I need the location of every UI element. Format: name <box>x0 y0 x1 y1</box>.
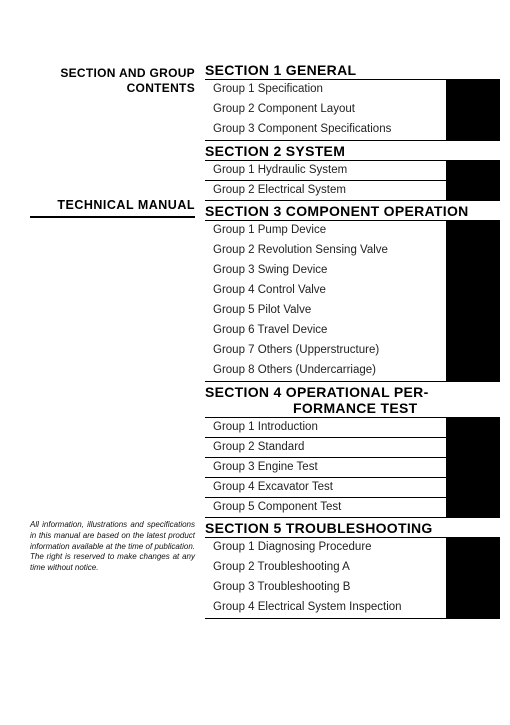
technical-manual-text: TECHNICAL MANUAL <box>57 198 195 212</box>
toc-cell: Group 3 Troubleshooting B <box>205 578 447 598</box>
toc-tab <box>447 161 500 181</box>
section-title: SECTION 5 TROUBLESHOOTING <box>205 518 500 537</box>
toc-cell: Group 3 Swing Device <box>205 261 447 281</box>
toc: SECTION 1 GENERAL Group 1 Specification … <box>205 60 500 619</box>
toc-row: Group 1 Pump Device <box>205 220 500 242</box>
toc-cell: Group 3 Component Specifications <box>205 120 447 140</box>
toc-row: Group 1 Introduction <box>205 417 500 439</box>
toc-row: Group 2 Troubleshooting A <box>205 557 500 579</box>
toc-tab <box>447 241 500 261</box>
toc-row: Group 4 Excavator Test <box>205 477 500 499</box>
toc-tab <box>447 418 500 438</box>
toc-cell: Group 8 Others (Undercarriage) <box>205 361 447 381</box>
toc-row: Group 8 Others (Undercarriage) <box>205 360 500 382</box>
toc-row: Group 2 Electrical System <box>205 180 500 202</box>
toc-row: Group 3 Component Specifications <box>205 119 500 141</box>
section-title: SECTION 3 COMPONENT OPERATION <box>205 201 500 220</box>
toc-tab <box>447 538 500 558</box>
toc-cell: Group 2 Revolution Sensing Valve <box>205 241 447 261</box>
toc-row: Group 1 Hydraulic System <box>205 160 500 182</box>
section-group-heading: SECTION AND GROUP CONTENTS <box>30 66 195 96</box>
toc-row: Group 2 Standard <box>205 437 500 459</box>
toc-cell: Group 2 Electrical System <box>205 181 447 201</box>
toc-tab <box>447 80 500 100</box>
toc-cell: Group 2 Component Layout <box>205 100 447 120</box>
toc-row: Group 3 Engine Test <box>205 457 500 479</box>
toc-tab <box>447 478 500 498</box>
toc-tab <box>447 458 500 478</box>
toc-row: Group 4 Electrical System Inspection <box>205 597 500 619</box>
toc-cell: Group 6 Travel Device <box>205 321 447 341</box>
toc-row: Group 5 Component Test <box>205 497 500 519</box>
toc-cell: Group 7 Others (Upperstructure) <box>205 341 447 361</box>
section-groups: Group 1 Diagnosing Procedure Group 2 Tro… <box>205 537 500 619</box>
technical-manual-heading: TECHNICAL MANUAL <box>30 198 195 218</box>
toc-row: Group 3 Troubleshooting B <box>205 577 500 599</box>
toc-row: Group 1 Specification <box>205 79 500 101</box>
page: SECTION AND GROUP CONTENTS TECHNICAL MAN… <box>0 0 510 725</box>
toc-tab <box>447 281 500 301</box>
toc-tab <box>447 100 500 120</box>
toc-tab <box>447 261 500 281</box>
toc-tab <box>447 558 500 578</box>
toc-cell: Group 1 Diagnosing Procedure <box>205 538 447 558</box>
toc-cell: Group 3 Engine Test <box>205 458 447 478</box>
toc-cell: Group 1 Specification <box>205 80 447 100</box>
toc-tab <box>447 498 500 518</box>
toc-row: Group 7 Others (Upperstructure) <box>205 340 500 362</box>
toc-tab <box>447 321 500 341</box>
section-groups: Group 1 Specification Group 2 Component … <box>205 79 500 141</box>
section-title-line1: SECTION 4 OPERATIONAL PER- <box>205 384 429 400</box>
section-title-line2: FORMANCE TEST <box>205 400 417 416</box>
toc-cell: Group 2 Troubleshooting A <box>205 558 447 578</box>
toc-tab <box>447 221 500 241</box>
toc-cell: Group 1 Pump Device <box>205 221 447 241</box>
section-groups: Group 1 Pump Device Group 2 Revolution S… <box>205 220 500 382</box>
toc-tab <box>447 301 500 321</box>
toc-row: Group 5 Pilot Valve <box>205 300 500 322</box>
section-groups: Group 1 Introduction Group 2 Standard Gr… <box>205 417 500 519</box>
toc-row: Group 4 Control Valve <box>205 280 500 302</box>
toc-cell: Group 4 Control Valve <box>205 281 447 301</box>
section-group-heading-line1: SECTION AND GROUP <box>60 66 195 80</box>
toc-tab <box>447 181 500 201</box>
toc-row: Group 2 Revolution Sensing Valve <box>205 240 500 262</box>
section-groups: Group 1 Hydraulic System Group 2 Electri… <box>205 160 500 202</box>
toc-tab <box>447 438 500 458</box>
toc-cell: Group 5 Pilot Valve <box>205 301 447 321</box>
toc-tab <box>447 578 500 598</box>
section-group-heading-line2: CONTENTS <box>127 81 195 95</box>
toc-cell: Group 4 Excavator Test <box>205 478 447 498</box>
toc-row: Group 1 Diagnosing Procedure <box>205 537 500 559</box>
section-title: SECTION 1 GENERAL <box>205 60 500 79</box>
toc-cell: Group 5 Component Test <box>205 498 447 518</box>
toc-cell: Group 2 Standard <box>205 438 447 458</box>
section-title: SECTION 4 OPERATIONAL PER- FORMANCE TEST <box>205 382 500 417</box>
section-title: SECTION 2 SYSTEM <box>205 141 500 160</box>
toc-tab <box>447 120 500 140</box>
toc-cell: Group 1 Hydraulic System <box>205 161 447 181</box>
toc-row: Group 2 Component Layout <box>205 99 500 121</box>
disclaimer-text: All information, illustrations and speci… <box>30 520 195 574</box>
toc-tab <box>447 598 500 618</box>
toc-row: Group 6 Travel Device <box>205 320 500 342</box>
toc-tab <box>447 341 500 361</box>
toc-row: Group 3 Swing Device <box>205 260 500 282</box>
toc-tab <box>447 361 500 381</box>
toc-cell: Group 1 Introduction <box>205 418 447 438</box>
toc-cell: Group 4 Electrical System Inspection <box>205 598 447 618</box>
